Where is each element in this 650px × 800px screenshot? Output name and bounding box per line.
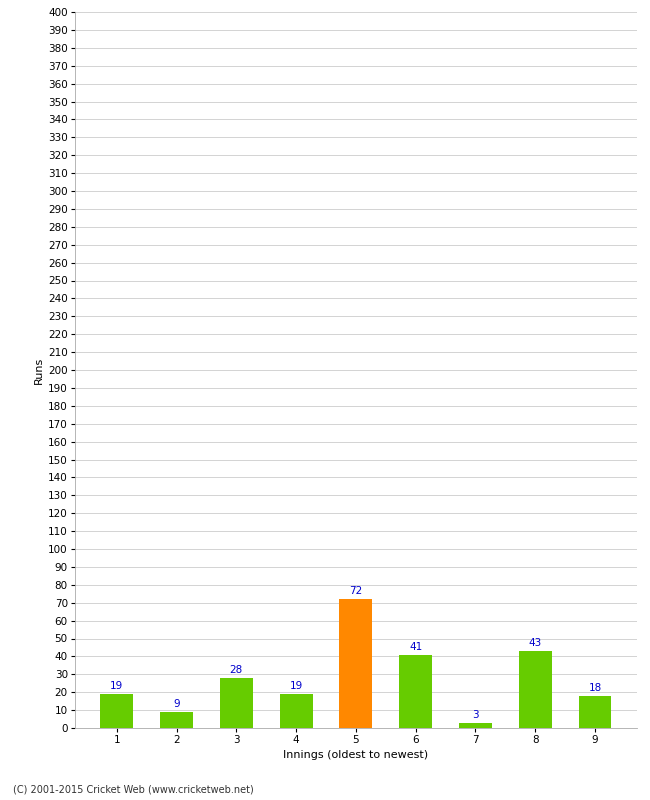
Bar <box>280 694 313 728</box>
Text: 19: 19 <box>110 682 124 691</box>
Bar <box>220 678 253 728</box>
Bar <box>459 722 492 728</box>
Text: 9: 9 <box>173 699 180 710</box>
Text: 72: 72 <box>349 586 363 597</box>
Text: 28: 28 <box>229 665 243 675</box>
Y-axis label: Runs: Runs <box>34 356 44 384</box>
Bar <box>399 654 432 728</box>
Bar <box>100 694 133 728</box>
Bar <box>160 712 193 728</box>
Text: 18: 18 <box>588 683 602 693</box>
Text: 19: 19 <box>289 682 303 691</box>
Text: (C) 2001-2015 Cricket Web (www.cricketweb.net): (C) 2001-2015 Cricket Web (www.cricketwe… <box>13 784 254 794</box>
X-axis label: Innings (oldest to newest): Innings (oldest to newest) <box>283 750 428 761</box>
Bar <box>339 599 372 728</box>
Text: 41: 41 <box>409 642 423 652</box>
Text: 3: 3 <box>472 710 479 720</box>
Text: 43: 43 <box>528 638 542 648</box>
Bar <box>578 696 612 728</box>
Bar <box>519 651 552 728</box>
